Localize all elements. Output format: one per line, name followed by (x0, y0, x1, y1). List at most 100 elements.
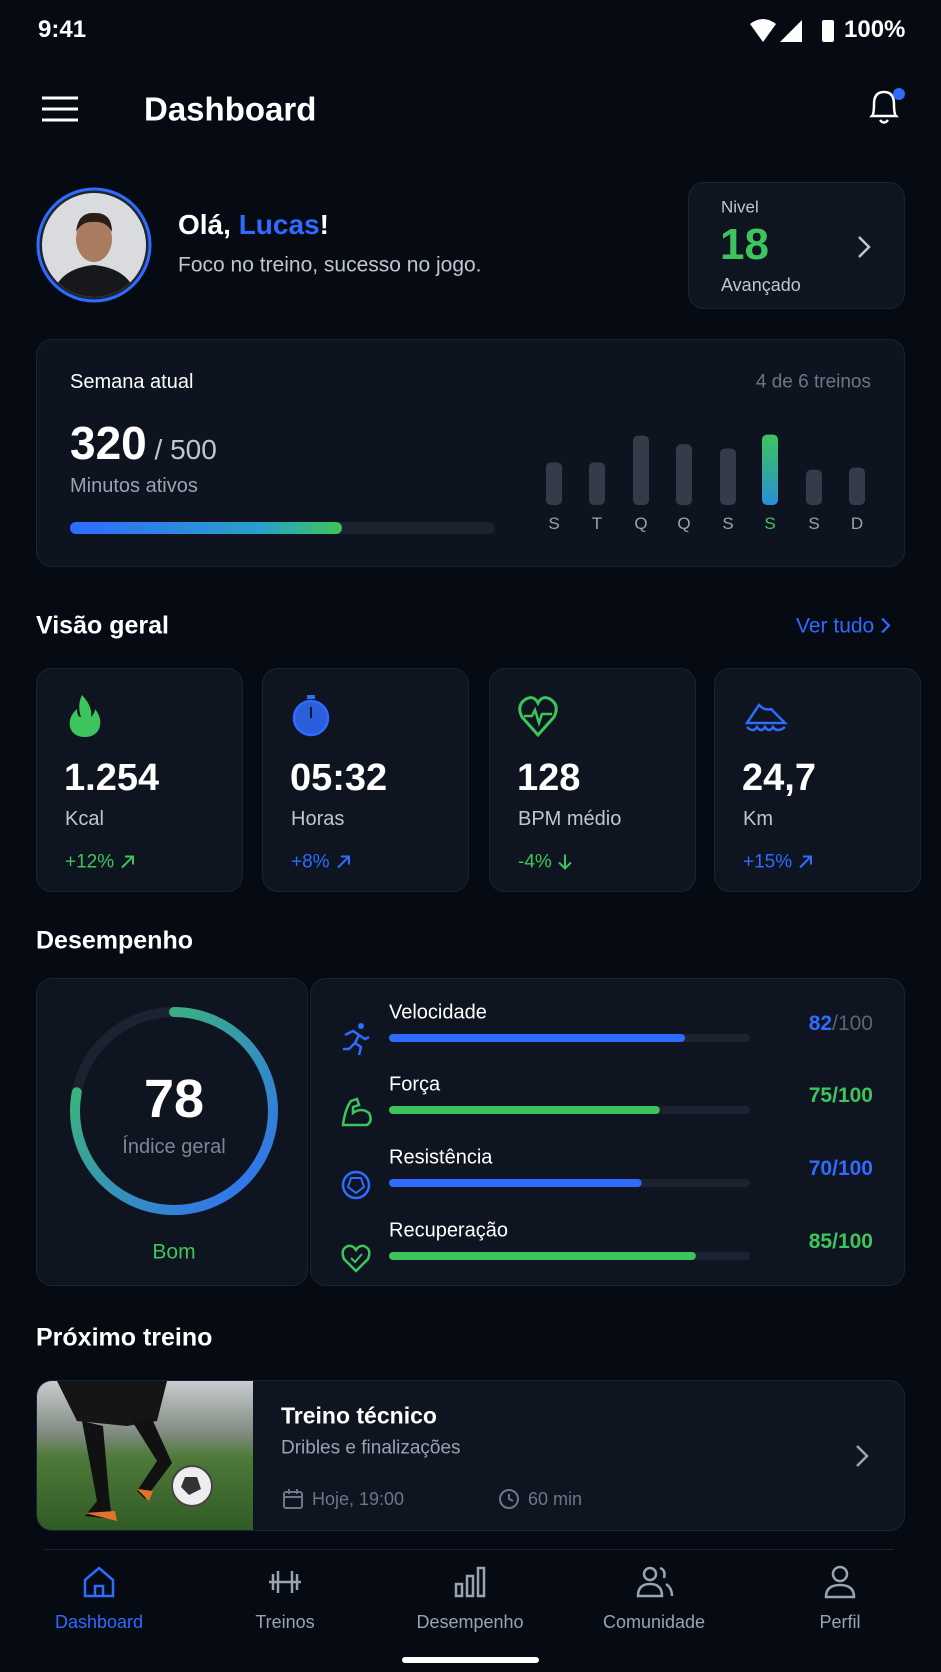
metric-icon (341, 1097, 372, 1127)
status-time: 9:41 (38, 16, 87, 43)
stat-value: 05:32 (290, 757, 388, 799)
minutes-goal: 500 (170, 434, 217, 465)
day-label: T (592, 514, 602, 533)
nav-icon (83, 1566, 115, 1598)
stat-change: -4% (518, 853, 573, 872)
score-ring (70, 1007, 278, 1215)
stat-icon (743, 693, 789, 737)
stat-card[interactable]: 24,7 Km +15% (714, 668, 921, 892)
metric-score: 85/100 (809, 1230, 873, 1253)
status-battery: 100% (844, 16, 906, 43)
user-name: Lucas (238, 209, 320, 240)
metric-bar (389, 1106, 660, 1114)
change-text: +8% (291, 851, 330, 873)
stat-change: +15% (743, 853, 813, 872)
nav-item[interactable]: Dashboard (29, 1562, 169, 1642)
score-separator: / (832, 1084, 838, 1107)
nav-item[interactable]: Desempenho (400, 1562, 540, 1642)
level-rank: Avançado (721, 275, 801, 295)
day-label: Q (677, 514, 690, 533)
day-bar (806, 469, 822, 505)
metric-label: Força (389, 1073, 441, 1095)
workout-card[interactable]: Treino técnico Dribles e finalizações Ho… (36, 1380, 905, 1531)
nav-item[interactable]: Comunidade (584, 1562, 724, 1642)
day-bar (676, 444, 692, 505)
metric-icon (341, 1170, 371, 1200)
trend-arrow (558, 854, 572, 870)
nav-label: Desempenho (416, 1612, 524, 1632)
metric-label: Recuperação (389, 1219, 508, 1241)
change-text: +12% (65, 851, 115, 873)
day-label: Q (634, 514, 647, 533)
week-card: Semana atual 4 de 6 treinos 320 / 500 Mi… (36, 339, 905, 567)
avatar (36, 187, 152, 303)
day-bar (546, 462, 562, 505)
day-bar (589, 462, 605, 505)
score-max: 100 (838, 1012, 873, 1035)
week-sessions: 4 de 6 treinos (755, 371, 871, 393)
score-max: 100 (838, 1084, 873, 1107)
stat-label: Horas (291, 808, 345, 830)
chevron (881, 617, 891, 634)
minutes-value: 320 (70, 417, 147, 469)
stat-card[interactable]: 1.254 Kcal +12% (36, 668, 243, 892)
day-bar (720, 448, 736, 505)
nav-item[interactable]: Treinos (215, 1562, 355, 1642)
change-text: -4% (518, 851, 552, 873)
day-label: S (764, 514, 775, 533)
score-rating: Bom (152, 1240, 196, 1264)
score-separator: / (832, 1157, 838, 1180)
workout-description: Dribles e finalizações (281, 1437, 461, 1459)
stat-value: 1.254 (64, 757, 160, 799)
metric-bar (389, 1179, 642, 1187)
day-bar (762, 434, 778, 505)
week-minutes: 320 / 500 (70, 420, 217, 466)
level-card[interactable]: Nivel 18 Avançado (688, 182, 905, 309)
see-all-link[interactable]: Ver tudo (796, 616, 892, 637)
score-separator: / (832, 1012, 838, 1035)
stat-card[interactable]: 05:32 Horas +8% (262, 668, 469, 892)
score-card: 78 Índice geral Bom (36, 978, 308, 1286)
page-title: Dashboard (144, 90, 317, 128)
stat-value: 24,7 (742, 757, 816, 799)
nav-icon (824, 1565, 856, 1599)
stat-icon (65, 693, 109, 737)
score-value: 78 (143, 1069, 205, 1129)
workout-name: Treino técnico (281, 1402, 437, 1429)
change-text: +15% (743, 851, 793, 873)
workout-time: Hoje, 19:00 (312, 1489, 405, 1509)
day-bar (849, 467, 865, 505)
metric-score: 82/100 (809, 1012, 873, 1035)
menu-button[interactable] (42, 96, 78, 122)
greeting-text: Olá, (178, 209, 239, 240)
week-title: Semana atual (70, 371, 194, 393)
nav-label: Comunidade (602, 1612, 706, 1632)
section-title: Desempenho (36, 926, 193, 955)
metric-score: 75/100 (809, 1084, 873, 1107)
day-label: D (851, 514, 863, 533)
progress-fill (70, 522, 342, 534)
greeting: Olá, Lucas! (178, 211, 329, 239)
day-label: S (722, 514, 733, 533)
day-label: S (548, 514, 559, 533)
score-max: 100 (838, 1157, 873, 1180)
notifications-button[interactable] (864, 86, 905, 130)
icon (744, 703, 789, 732)
minutes-separator: / (154, 434, 163, 465)
greeting-subtitle: Foco no treino, sucesso no jogo. (178, 253, 482, 277)
level-label: Nivel (721, 197, 759, 217)
stat-card[interactable]: 128 BPM médio -4% (489, 668, 696, 892)
metric-score: 70/100 (809, 1157, 873, 1180)
stat-change: +8% (291, 853, 351, 872)
nav-label: Dashboard (54, 1612, 144, 1632)
nav-item[interactable]: Perfil (770, 1562, 910, 1642)
score-max: 100 (838, 1230, 873, 1253)
minutes-label: Minutos ativos (70, 475, 198, 497)
stat-icon (291, 693, 335, 737)
nav-icon (269, 1571, 301, 1593)
nav-icon (454, 1566, 486, 1598)
metric-bar (389, 1034, 686, 1042)
calendar-icon (283, 1489, 303, 1509)
